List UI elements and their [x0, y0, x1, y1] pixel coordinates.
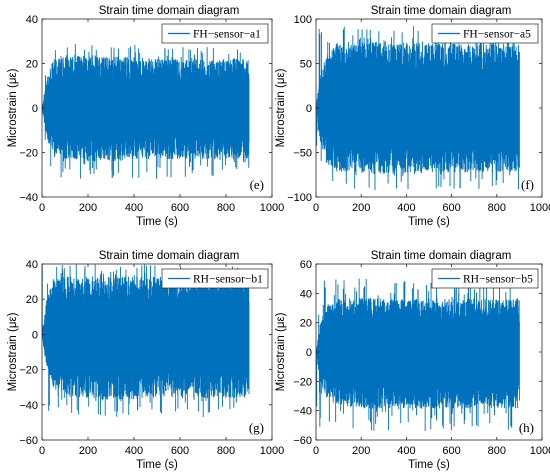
y-tick-label: 100 — [294, 14, 312, 26]
legend-box — [431, 268, 539, 289]
y-tick-label: 40 — [26, 14, 38, 26]
legend-box — [431, 23, 539, 44]
y-tick-label: −100 — [287, 192, 312, 204]
y-tick-label: 20 — [26, 294, 38, 306]
y-axis-label: Microstrain (με) — [275, 68, 287, 147]
chart-title: Strain time domain diagram — [99, 5, 240, 17]
x-tick-label: 1000 — [260, 202, 284, 214]
x-tick-label: 600 — [171, 202, 189, 214]
chart-panel-3: 0 200 400 600 800 1000 −60 −40 −20 0 20 40 60 Strain … — [275, 250, 550, 471]
y-tick-label: −60 — [293, 435, 312, 447]
panel-label: (h) — [519, 420, 534, 435]
y-axis-label: Microstrain (με) — [7, 68, 19, 147]
y-tick-label: −20 — [19, 148, 38, 160]
y-tick-label: 0 — [32, 329, 38, 341]
y-tick-label: 20 — [26, 59, 38, 71]
x-tick-label: 600 — [442, 202, 460, 214]
chart-title: Strain time domain diagram — [371, 250, 512, 262]
x-tick-label: 0 — [313, 202, 319, 214]
legend-label: RH−sensor−b5 — [463, 274, 533, 286]
x-tick-label: 0 — [313, 445, 319, 457]
chart-title: Strain time domain diagram — [371, 5, 512, 17]
x-tick-label: 800 — [488, 202, 506, 214]
panel-label: (e) — [250, 177, 264, 192]
panel-label: (f) — [521, 177, 534, 192]
y-tick-label: 0 — [306, 103, 312, 115]
legend-box — [161, 268, 269, 289]
y-axis-label: Microstrain (με) — [7, 312, 19, 391]
x-tick-label: 200 — [352, 202, 370, 214]
y-tick-label: −40 — [293, 406, 312, 418]
x-tick-label: 0 — [39, 445, 45, 457]
x-tick-label: 200 — [79, 202, 97, 214]
y-tick-label: 60 — [300, 259, 312, 271]
legend-box — [161, 23, 269, 44]
legend-label: FH−sensor−a5 — [463, 29, 531, 41]
x-tick-label: 200 — [352, 445, 370, 457]
x-tick-label: 0 — [39, 202, 45, 214]
x-tick-label: 400 — [397, 445, 415, 457]
chart-panel-1: 0 200 400 600 800 1000 −100 −50 0 50 100 Strain tim… — [275, 5, 550, 228]
y-tick-label: −60 — [19, 435, 38, 447]
y-tick-label: −40 — [19, 192, 38, 204]
x-axis-label: Time (s) — [408, 216, 450, 228]
x-tick-label: 400 — [125, 202, 143, 214]
x-axis-label: Time (s) — [136, 216, 178, 228]
x-tick-label: 600 — [442, 445, 460, 457]
y-tick-label: −20 — [293, 376, 312, 388]
x-tick-label: 800 — [488, 445, 506, 457]
y-tick-label: 0 — [306, 347, 312, 359]
panel-label: (g) — [249, 420, 264, 435]
y-tick-label: −40 — [19, 400, 38, 412]
x-tick-label: 600 — [171, 445, 189, 457]
x-tick-label: 400 — [397, 202, 415, 214]
x-tick-label: 1000 — [530, 445, 550, 457]
y-tick-label: −50 — [293, 148, 312, 160]
x-tick-label: 200 — [79, 445, 97, 457]
x-tick-label: 1000 — [530, 202, 550, 214]
legend-label: FH−sensor−a1 — [193, 29, 261, 41]
y-axis-label: Microstrain (με) — [275, 312, 287, 391]
y-tick-label: 50 — [300, 59, 312, 71]
axes-box — [41, 263, 273, 441]
chart-title: Strain time domain diagram — [99, 250, 240, 262]
y-tick-label: 40 — [300, 288, 312, 300]
chart-panel-2: 0 200 400 600 800 1000 −60 −40 −20 0 20 40 Strain ti… — [7, 250, 284, 471]
y-tick-label: 40 — [26, 259, 38, 271]
x-tick-label: 800 — [217, 445, 235, 457]
chart-panel-0: 0 200 400 600 800 1000 −40 −20 0 20 40 Strain time … — [7, 5, 284, 228]
legend-label: RH−sensor−b1 — [193, 274, 263, 286]
x-tick-label: 1000 — [260, 445, 284, 457]
x-tick-label: 800 — [217, 202, 235, 214]
x-tick-label: 400 — [125, 445, 143, 457]
x-axis-label: Time (s) — [136, 459, 178, 471]
y-tick-label: 20 — [300, 318, 312, 330]
x-axis-label: Time (s) — [408, 459, 450, 471]
signal-line-0 — [315, 26, 520, 191]
y-tick-label: −20 — [19, 365, 38, 377]
y-tick-label: 0 — [32, 103, 38, 115]
